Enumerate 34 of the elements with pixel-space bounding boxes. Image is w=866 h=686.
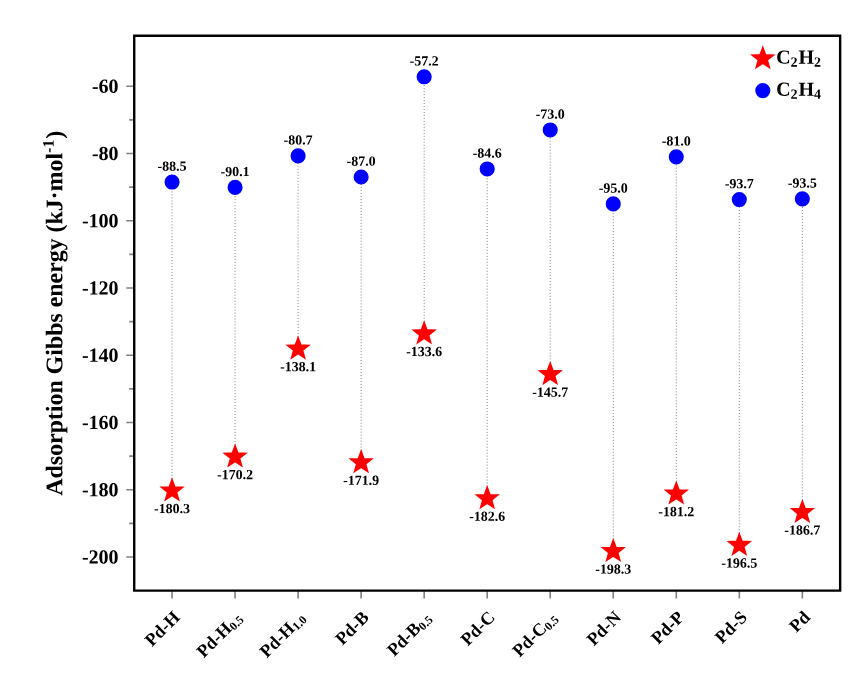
- y-tick-label: -180: [82, 483, 118, 497]
- y-axis-title: Adsorption Gibbs energy (kJ·mol$^{-1}$): [43, 131, 68, 496]
- point: [413, 322, 435, 343]
- point: [287, 337, 309, 359]
- legend-label: C$_{2}$H$_{2}$: [777, 50, 821, 67]
- point: [728, 534, 750, 555]
- point: [539, 363, 561, 384]
- point: [161, 479, 183, 500]
- y-tick-label: -200: [82, 550, 118, 564]
- legend-label: C$_{2}$H$_{4}$: [777, 82, 821, 99]
- point: [665, 482, 687, 503]
- point: [542, 122, 558, 138]
- point: [227, 179, 243, 195]
- point: [353, 169, 369, 185]
- point: [605, 196, 621, 212]
- point: [794, 191, 810, 207]
- y-tick-label: -60: [92, 79, 118, 93]
- x-tick-label: Pd: [788, 610, 811, 633]
- y-tick-label: -80: [92, 146, 118, 161]
- y-tick-label: -140: [82, 348, 118, 362]
- point: [602, 540, 624, 561]
- y-tick-label: -100: [82, 214, 118, 228]
- point: [290, 148, 306, 164]
- point: [164, 174, 180, 190]
- point: [224, 445, 246, 466]
- point: [350, 451, 372, 472]
- point: [791, 501, 813, 522]
- y-tick-label: -120: [82, 281, 118, 295]
- point: [416, 69, 432, 85]
- point: [731, 191, 747, 208]
- point: [476, 487, 498, 508]
- point: [479, 161, 495, 177]
- y-tick-label: -160: [82, 415, 118, 430]
- point: [668, 149, 684, 165]
